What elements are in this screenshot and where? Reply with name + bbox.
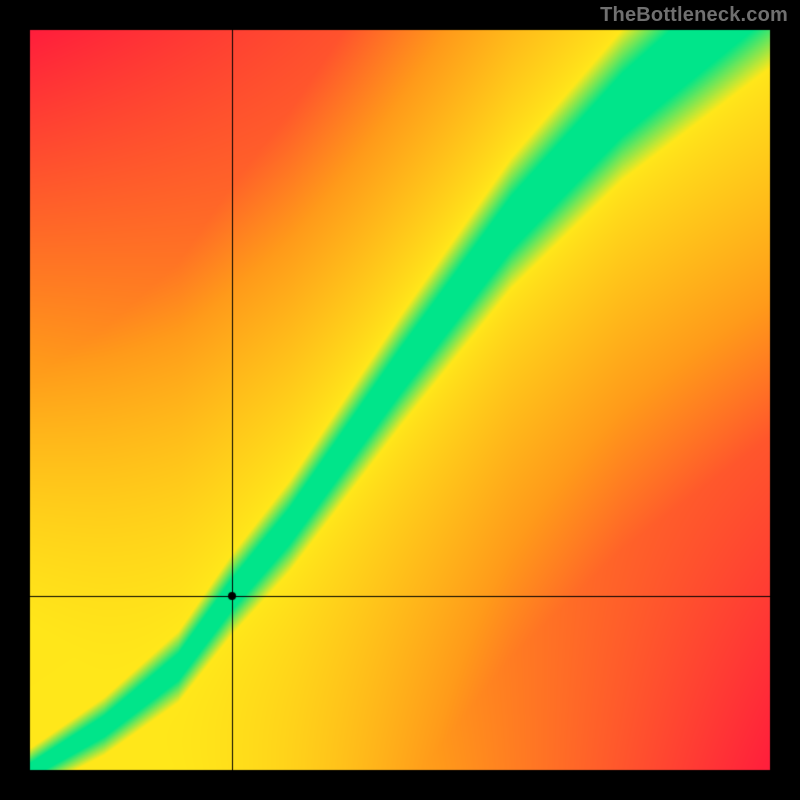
chart-frame: TheBottleneck.com — [0, 0, 800, 800]
attribution-label: TheBottleneck.com — [600, 4, 788, 27]
heatmap-canvas — [0, 0, 800, 800]
